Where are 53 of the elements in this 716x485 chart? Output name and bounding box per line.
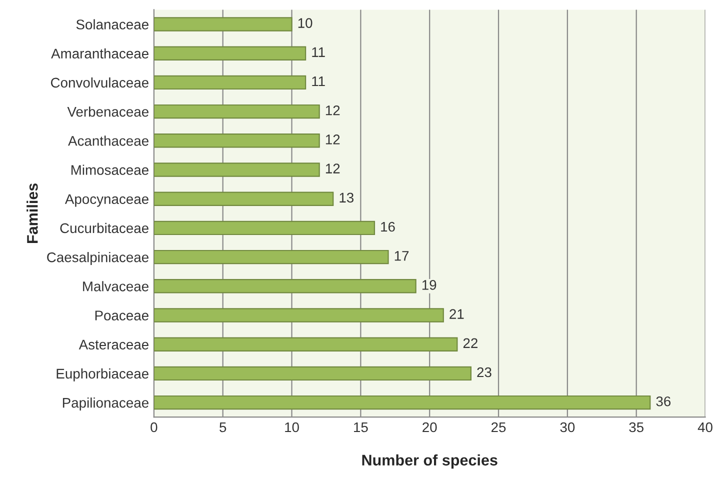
y-tick-label: Caesalpiniaceae — [47, 252, 148, 265]
y-tick-label: Malvaceae — [83, 281, 148, 292]
data-label: 11 — [312, 76, 325, 86]
x-tick-label: 15 — [354, 422, 368, 432]
bar — [154, 192, 334, 206]
data-label: 19 — [422, 280, 436, 290]
y-tick-label: Papilionaceae — [62, 398, 148, 410]
data-label: 22 — [463, 338, 478, 348]
bar — [154, 366, 472, 381]
y-tick-label: Apocynaceae — [64, 194, 148, 207]
x-tick-label: 5 — [220, 422, 226, 432]
x-axis-title: Number of species — [362, 454, 498, 469]
data-label: 12 — [326, 164, 340, 174]
bar — [154, 250, 389, 264]
x-tick-label: 25 — [491, 422, 506, 432]
bar — [154, 337, 458, 352]
data-label: 16 — [381, 222, 395, 232]
x-tick-label: 30 — [560, 422, 575, 432]
data-label: 23 — [477, 367, 492, 378]
y-axis-title: Families — [26, 183, 38, 243]
data-label: 21 — [450, 309, 464, 319]
data-label: 36 — [656, 396, 671, 406]
bar — [154, 17, 292, 32]
bar — [154, 162, 320, 177]
y-tick-label: Amaranthaceae — [51, 48, 148, 59]
y-tick-label: Asteraceae — [78, 340, 148, 350]
y-tick-label: Mimosaceae — [71, 164, 148, 175]
y-tick-label: Solanaceae — [76, 19, 148, 30]
bar — [154, 395, 651, 410]
data-label: 12 — [326, 105, 340, 116]
bar — [154, 75, 306, 90]
x-tick-label: 20 — [422, 422, 437, 432]
bar — [154, 104, 320, 119]
x-tick-label: 0 — [150, 422, 158, 432]
data-label: 13 — [340, 192, 354, 203]
data-label: 17 — [394, 251, 409, 261]
x-tick-label: 35 — [629, 422, 644, 432]
y-tick-label: Acanthaceae — [68, 136, 148, 146]
data-label: 10 — [298, 18, 312, 28]
x-tick-label: 10 — [285, 422, 299, 432]
y-tick-label: Euphorbiaceae — [56, 368, 148, 382]
y-tick-label: Cucurbitaceae — [60, 222, 148, 234]
x-tick-label: 40 — [698, 422, 712, 432]
bar — [154, 134, 320, 148]
y-tick-label: Verbenaceae — [67, 106, 148, 117]
bar — [154, 308, 444, 322]
y-tick-label: Poaceae — [95, 310, 148, 320]
data-label: 12 — [326, 134, 340, 144]
y-tick-label: Convolvulaceae — [50, 77, 148, 88]
bar — [154, 46, 306, 60]
bar — [154, 279, 416, 294]
data-label: 11 — [312, 47, 325, 57]
bar — [154, 220, 376, 236]
